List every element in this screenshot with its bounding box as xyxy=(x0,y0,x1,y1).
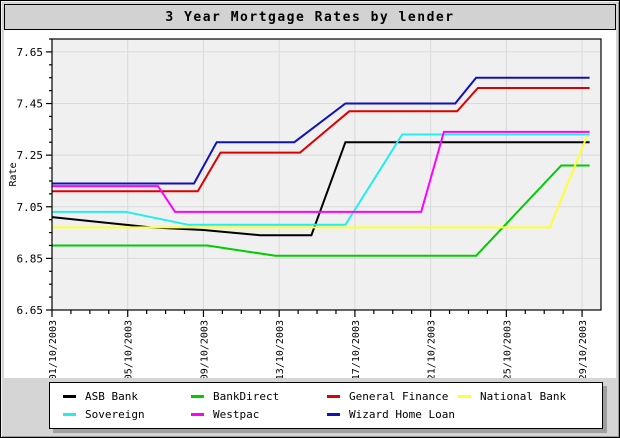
y-tick-label: 7.25 xyxy=(17,149,44,162)
legend-item-wizard-home-loan: Wizard Home Loan xyxy=(327,407,455,421)
series-line-bankdirect xyxy=(52,164,590,257)
y-tick-label: 6.65 xyxy=(17,304,44,317)
chart-title: 3 Year Mortgage Rates by lender xyxy=(165,9,455,25)
legend-marker xyxy=(63,412,76,416)
chart-area: 6.65 6.85 7.05 7.25 7.45 7.65 01/10/2003 05/10/… xyxy=(4,30,616,380)
line-chart: 6.65 6.85 7.05 7.25 7.45 7.65 01/10/2003 05/10/… xyxy=(8,38,602,380)
x-tick-label: 17/10/2003 xyxy=(351,320,362,378)
legend-item-national-bank: National Bank xyxy=(458,389,567,403)
legend-marker xyxy=(63,394,76,398)
x-tick-label: 25/10/2003 xyxy=(502,320,513,378)
legend-marker xyxy=(191,412,204,416)
legend-marker xyxy=(458,394,471,398)
legend-label: BankDirect xyxy=(213,389,280,403)
legend-label: General Finance xyxy=(349,389,449,403)
legend-label: National Bank xyxy=(480,389,567,403)
legend-item-general-finance: General Finance xyxy=(327,389,449,403)
legend-item-asb-bank: ASB Bank xyxy=(63,389,138,403)
plot-border xyxy=(51,38,602,311)
x-tick-label: 09/10/2003 xyxy=(199,320,210,378)
y-axis-title: Rate xyxy=(8,162,19,186)
x-tick-label: 01/10/2003 xyxy=(48,320,59,378)
legend-marker xyxy=(327,394,340,398)
legend-label: ASB Bank xyxy=(85,389,138,403)
x-tick-label: 13/10/2003 xyxy=(275,320,286,378)
series-line-sovereign xyxy=(52,133,590,226)
series-line-asb-bank xyxy=(51,141,590,237)
y-tick-label: 7.45 xyxy=(17,98,44,111)
plot-background xyxy=(52,39,601,310)
series-line-general-finance xyxy=(52,87,590,193)
legend-label: Wizard Home Loan xyxy=(349,407,455,421)
chart-title-bar: 3 Year Mortgage Rates by lender xyxy=(4,4,616,30)
x-tick-label: 05/10/2003 xyxy=(124,320,135,378)
y-tick-label: 7.05 xyxy=(17,201,44,214)
legend-marker xyxy=(327,412,340,416)
series-line-wizard-home-loan xyxy=(52,76,590,185)
legend-label: Sovereign xyxy=(85,407,145,421)
legend-marker xyxy=(191,394,204,398)
legend-item-sovereign: Sovereign xyxy=(63,407,145,421)
legend-label: Westpac xyxy=(213,407,260,421)
chart-legend: ASB Bank BankDirect General Finance Nationa… xyxy=(49,382,603,429)
legend-item-westpac: Westpac xyxy=(191,407,260,421)
series-line-westpac xyxy=(52,130,590,213)
x-tick-label: 21/10/2003 xyxy=(427,320,438,378)
y-tick-label: 6.85 xyxy=(17,252,44,265)
x-tick-label: 29/10/2003 xyxy=(578,320,589,378)
y-tick-label: 7.65 xyxy=(17,46,44,59)
legend-item-bankdirect: BankDirect xyxy=(191,389,280,403)
